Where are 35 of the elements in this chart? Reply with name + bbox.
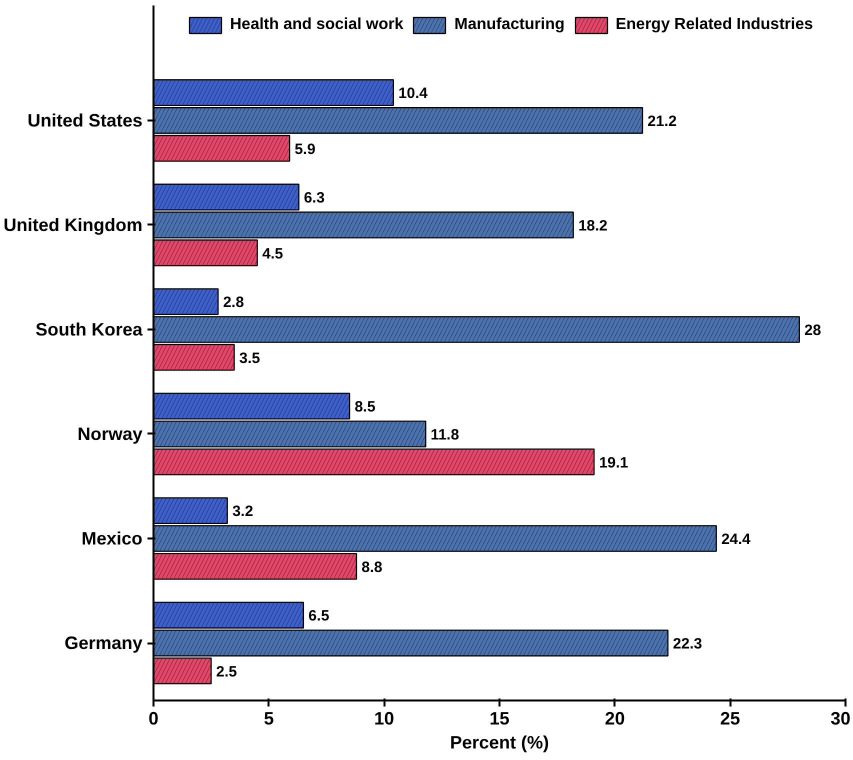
- data-label: 8.5: [354, 398, 376, 416]
- data-label: 2.8: [223, 294, 244, 312]
- x-tick-label: 0: [148, 708, 159, 728]
- data-label: 18.2: [578, 217, 608, 234]
- x-tick-label: 15: [489, 708, 510, 728]
- y-tick-label: South Korea: [35, 319, 144, 340]
- x-tick-label: 5: [264, 708, 274, 728]
- x-tick-label: 30: [830, 708, 851, 728]
- legend-label: Health and social work: [230, 16, 404, 34]
- legend-label: Manufacturing: [454, 16, 565, 34]
- data-label: 4.5: [262, 245, 284, 262]
- data-label: 6.3: [304, 190, 325, 207]
- data-label: 3.2: [232, 503, 254, 520]
- y-tick-label: Germany: [64, 633, 143, 654]
- data-label: 19.1: [599, 454, 628, 472]
- data-label: 11.8: [430, 426, 460, 444]
- x-tick-label: 20: [604, 708, 625, 728]
- data-label: 8.8: [361, 558, 382, 576]
- y-tick-label: Mexico: [81, 528, 143, 549]
- data-label: 24.4: [721, 531, 752, 548]
- x-tick-label: 10: [374, 708, 394, 728]
- data-label: 21.2: [648, 112, 677, 130]
- data-label: 10.4: [398, 85, 428, 102]
- x-tick-label: 25: [720, 708, 740, 728]
- data-label: 28: [804, 322, 822, 339]
- y-tick-label: United States: [27, 110, 143, 130]
- data-label: 22.3: [672, 636, 702, 653]
- legend-label: Energy Related Industries: [616, 16, 813, 34]
- data-label: 5.9: [294, 140, 316, 158]
- data-label: 2.5: [216, 663, 238, 680]
- x-axis-title: Percent (%): [450, 732, 550, 752]
- data-label: 3.5: [239, 350, 260, 367]
- y-tick-label: United Kingdom: [4, 214, 143, 235]
- data-label: 6.5: [308, 608, 330, 625]
- y-tick-label: Norway: [77, 424, 143, 444]
